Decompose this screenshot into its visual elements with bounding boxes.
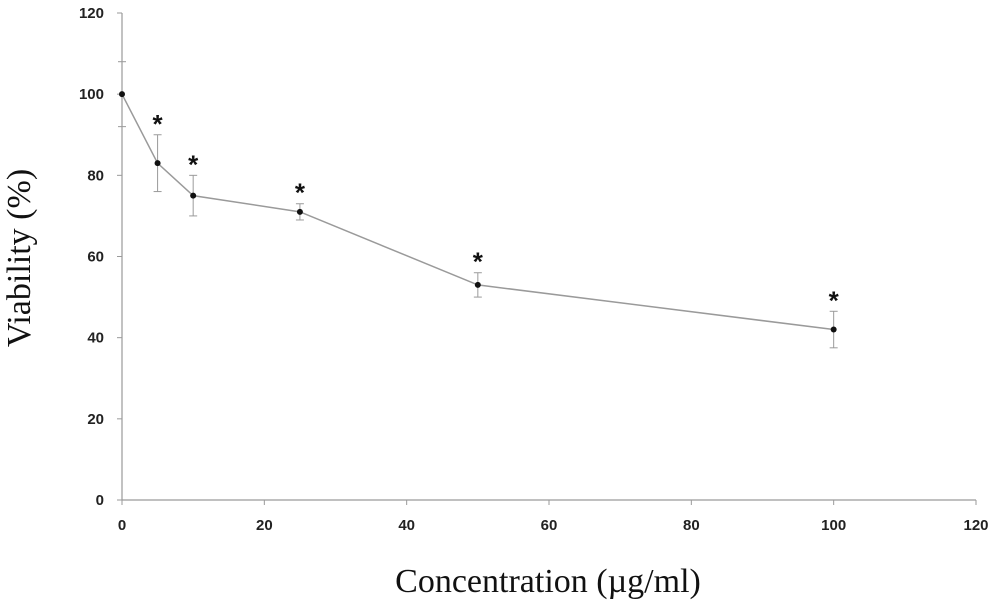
data-series — [119, 91, 837, 333]
data-point — [190, 192, 197, 199]
x-tick-label: 60 — [541, 517, 558, 534]
y-tick-label: 100 — [79, 86, 104, 103]
significance-asterisk: * — [188, 149, 199, 179]
data-point — [119, 91, 125, 98]
x-tick-label: 40 — [398, 517, 415, 534]
x-tick-label: 20 — [256, 517, 273, 534]
y-tick-label: 40 — [87, 330, 104, 347]
data-point — [154, 160, 161, 167]
y-tick-label: 20 — [87, 411, 104, 428]
significance-asterisk: * — [829, 285, 840, 315]
y-axis-title: Viability (%) — [1, 169, 38, 347]
y-tick-label: 60 — [87, 249, 104, 266]
significance-asterisk: * — [295, 178, 306, 208]
x-tick-label: 100 — [821, 517, 846, 534]
significance-asterisk: * — [153, 109, 164, 139]
y-tick-label: 120 — [79, 5, 104, 22]
x-tick-label: 120 — [963, 517, 988, 534]
axes — [117, 12, 977, 505]
y-tick-label: 80 — [87, 167, 104, 184]
series-line — [121, 93, 834, 331]
error-bars — [118, 61, 838, 349]
x-axis-title: Concentration (µg/ml) — [395, 563, 701, 600]
data-point — [296, 208, 303, 215]
significance-asterisk: * — [473, 247, 484, 277]
tick-labels: 0 20 40 60 80 100 120 0 20 40 60 80 100 120 — [79, 5, 989, 534]
x-tick-label: 0 — [118, 517, 126, 534]
x-tick-label: 80 — [683, 517, 700, 534]
data-point — [474, 281, 481, 288]
data-point — [830, 326, 837, 333]
y-tick-label: 0 — [96, 492, 104, 509]
significance-marks: * * * * * — [153, 109, 840, 316]
